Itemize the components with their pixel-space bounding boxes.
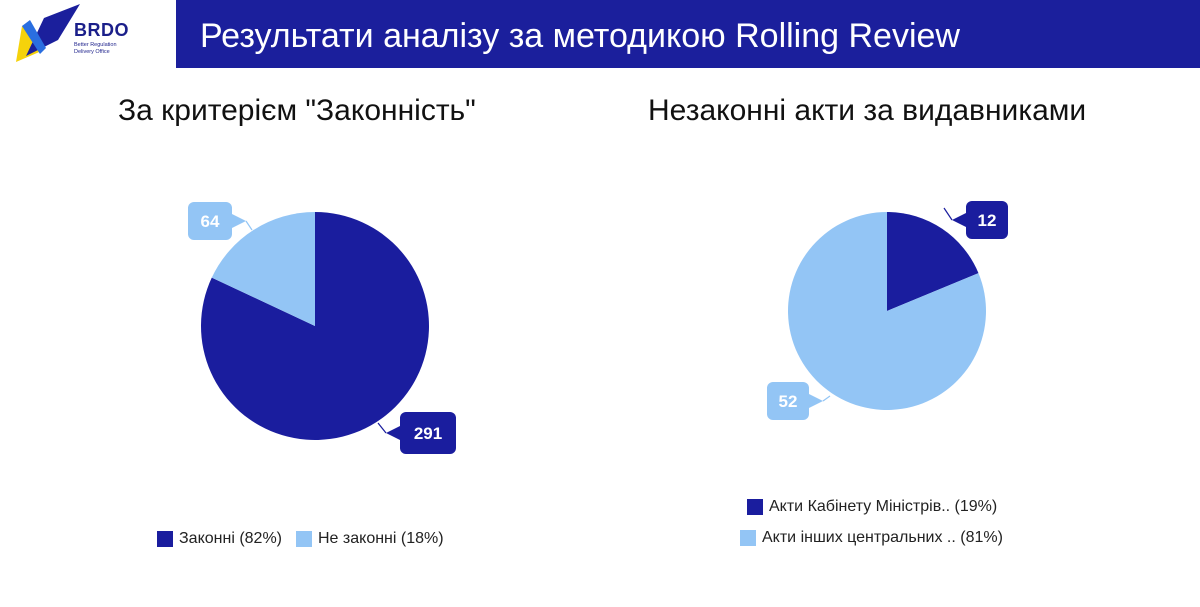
logo-text: BRDO [74,20,129,40]
legend-label-central: Акти інших центральних .. (81%) [762,529,1003,546]
brdo-logo: BRDO Better Regulation Delivery Office [0,0,176,68]
legend-item-cabinet: Акти Кабінету Міністрів.. (19%) [747,498,1003,516]
legend-item-legal: Законні (82%) [157,530,282,548]
pie-slice-central [788,212,986,411]
chart-1-legend: Законні (82%) Не законні (18%) [157,530,444,548]
data-label-legal: 291 [377,412,456,454]
data-label-value-cabinet: 12 [978,211,997,230]
legend-swatch-cabinet [747,499,763,515]
header-bar: Результати аналізу за методикою Rolling … [176,0,1200,68]
chart-2-title: Незаконні акти за видавниками [648,94,1087,127]
brdo-logo-mark [16,4,80,62]
legend-swatch-legal [157,531,173,547]
page-title: Результати аналізу за методикою Rolling … [200,17,960,55]
legend-label-cabinet: Акти Кабінету Міністрів.. (19%) [769,498,998,515]
logo-subtitle: Better Regulation Delivery Office [74,42,117,55]
data-label-illegal: 64 [188,202,253,240]
data-label-value-legal: 291 [414,424,442,443]
data-label-cabinet: 12 [943,201,1008,239]
legend-swatch-illegal [296,531,312,547]
data-label-value-illegal: 64 [201,212,220,231]
legend-label-legal: Законні (82%) [179,530,282,547]
legend-item-central: Акти інших центральних .. (81%) [740,529,1003,547]
data-label-central: 52 [767,382,831,420]
chart-2-legend: Акти Кабінету Міністрів.. (19%) Акти інш… [740,498,1003,547]
legend-label-illegal: Не законні (18%) [318,530,444,547]
legend-swatch-central [740,530,756,546]
chart-1-pie: 291 64 [188,202,456,454]
pie-slice-illegal [211,212,315,326]
legend-item-illegal: Не законні (18%) [296,530,444,548]
chart-2-pie: 12 52 [767,201,1008,420]
data-label-value-central: 52 [779,392,798,411]
pie-slice-cabinet [887,212,979,311]
chart-1-title: За критерієм "Законність" [118,94,476,127]
